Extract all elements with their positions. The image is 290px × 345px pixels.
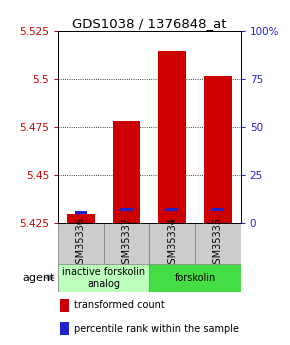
Text: GSM35335: GSM35335 — [213, 217, 223, 270]
Bar — [75, 211, 87, 214]
Bar — [67, 214, 95, 223]
Text: agent: agent — [23, 273, 55, 283]
Text: GSM35337: GSM35337 — [122, 217, 131, 270]
Bar — [212, 208, 224, 211]
Text: GSM35334: GSM35334 — [167, 217, 177, 270]
Bar — [60, 322, 69, 335]
Bar — [104, 223, 149, 264]
Title: GDS1038 / 1376848_at: GDS1038 / 1376848_at — [72, 17, 226, 30]
Text: inactive forskolin
analog: inactive forskolin analog — [62, 267, 145, 288]
Bar — [58, 264, 149, 292]
Text: transformed count: transformed count — [74, 300, 164, 310]
Bar — [166, 208, 178, 211]
Text: GSM35336: GSM35336 — [76, 217, 86, 270]
Bar — [60, 299, 69, 312]
Bar — [149, 223, 195, 264]
Text: forskolin: forskolin — [174, 273, 216, 283]
Bar — [204, 76, 231, 223]
Bar — [120, 208, 133, 211]
Bar — [149, 264, 241, 292]
Bar — [113, 121, 140, 223]
Bar — [58, 223, 104, 264]
Text: percentile rank within the sample: percentile rank within the sample — [74, 324, 239, 334]
Bar — [158, 51, 186, 223]
Bar — [195, 223, 241, 264]
